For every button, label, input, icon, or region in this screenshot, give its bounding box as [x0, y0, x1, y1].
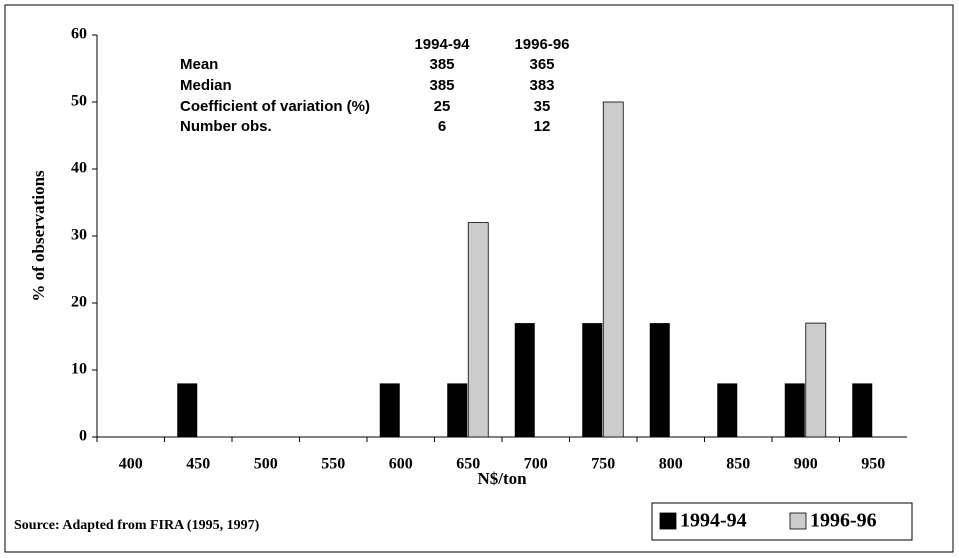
y-axis-label: % of observations — [29, 170, 48, 302]
x-tick-label: 400 — [119, 456, 143, 473]
y-tick-label: 50 — [71, 93, 87, 110]
table-cell: 383 — [529, 77, 554, 94]
bar — [649, 323, 670, 437]
legend-label: 1994-94 — [680, 510, 747, 532]
legend-swatch — [789, 512, 807, 530]
bar — [177, 383, 198, 437]
x-tick-label: 450 — [186, 456, 210, 473]
source-note: Source: Adapted from FIRA (1995, 1997) — [14, 518, 260, 533]
y-tick-label: 10 — [71, 361, 87, 378]
x-tick-label: 650 — [456, 456, 480, 473]
x-tick-label: 750 — [591, 456, 615, 473]
bar — [602, 101, 624, 438]
legend-swatch — [659, 512, 677, 530]
table-cell: 365 — [529, 56, 554, 73]
table-cell: 385 — [429, 56, 454, 73]
bar — [467, 222, 489, 438]
bar — [852, 383, 873, 437]
legend-box — [651, 502, 913, 541]
x-tick-label: 700 — [524, 456, 548, 473]
table-cell: 385 — [429, 77, 454, 94]
y-tick-label: 60 — [71, 26, 87, 43]
legend-label: 1996-96 — [810, 510, 877, 532]
y-tick-label: 0 — [79, 428, 87, 445]
x-tick-label: 500 — [254, 456, 278, 473]
x-tick-label: 900 — [794, 456, 818, 473]
table-cell: 6 — [438, 118, 446, 135]
table-row-label: Number obs. — [180, 118, 272, 135]
bar — [784, 383, 805, 437]
x-tick-label: 950 — [861, 456, 885, 473]
table-row-label: Mean — [180, 56, 218, 73]
bar — [717, 383, 738, 437]
y-tick-label: 30 — [71, 227, 87, 244]
bar — [582, 323, 603, 437]
x-tick-label: 850 — [726, 456, 750, 473]
bar — [805, 322, 827, 438]
table-cell: 35 — [534, 98, 551, 115]
x-tick-label: 550 — [321, 456, 345, 473]
x-axis-label: N$/ton — [477, 469, 527, 488]
table-cell: 25 — [434, 98, 451, 115]
bar — [447, 383, 468, 437]
x-tick-label: 800 — [659, 456, 683, 473]
bar — [379, 383, 400, 437]
table-cell: 12 — [534, 118, 551, 135]
table-header: 1994-94 — [414, 36, 470, 53]
frame — [4, 4, 954, 553]
x-tick-label: 600 — [389, 456, 413, 473]
y-tick-label: 20 — [71, 294, 87, 311]
table-row-label: Coefficient of variation (%) — [180, 98, 370, 115]
bar — [514, 323, 535, 437]
table-header: 1996-96 — [514, 36, 569, 53]
table-row-label: Median — [180, 77, 232, 94]
y-tick-label: 40 — [71, 160, 87, 177]
